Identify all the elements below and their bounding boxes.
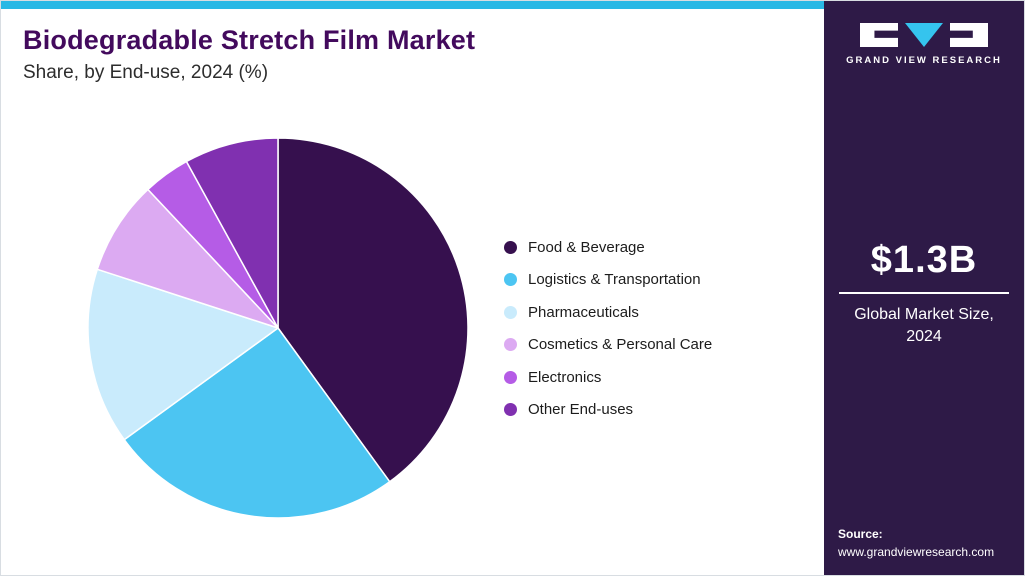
legend-label: Pharmaceuticals <box>528 303 639 321</box>
logo-text: GRAND VIEW RESEARCH <box>846 55 1002 66</box>
page-subtitle: Share, by End-use, 2024 (%) <box>23 62 269 83</box>
legend-label: Logistics & Transportation <box>528 271 701 289</box>
accent-bar <box>1 1 824 9</box>
legend-item-5: Other End-uses <box>504 394 712 427</box>
pie-slice-5 <box>185 137 279 329</box>
legend-label: Cosmetics & Personal Care <box>528 336 713 354</box>
logo-g-icon <box>860 23 898 47</box>
logo-r-icon <box>950 23 988 47</box>
grand-view-research-logo: GRAND VIEW RESEARCH <box>824 23 1024 66</box>
pie-slice-2 <box>87 268 279 441</box>
legend-dot <box>504 305 517 319</box>
market-size-label: Global Market Size, 2024 <box>854 306 994 345</box>
page-title: Biodegradable Stretch Film Market <box>23 25 476 55</box>
legend-dot <box>504 370 517 384</box>
chart-panel: Biodegradable Stretch Film Market Share,… <box>1 1 824 575</box>
pie-slice-3 <box>96 188 279 329</box>
market-size-value: $1.3B <box>870 239 978 281</box>
legend-item-3: Cosmetics & Personal Care <box>504 329 712 362</box>
source-block: Source: www.grandviewresearch.com <box>838 525 994 561</box>
pie-chart <box>87 137 469 519</box>
logo-glyphs <box>824 23 1024 47</box>
legend-dot <box>504 403 517 417</box>
legend: Food & Beverage Logistics & Transportatio… <box>504 231 712 426</box>
legend-item-4: Electronics <box>504 361 712 394</box>
legend-dot <box>504 273 517 287</box>
legend-item-1: Logistics & Transportation <box>504 264 712 297</box>
divider <box>839 292 1009 294</box>
pie-slice-1 <box>123 327 391 519</box>
source-url: www.grandviewresearch.com <box>838 545 995 559</box>
legend-item-0: Food & Beverage <box>504 231 712 264</box>
sidebar: GRAND VIEW RESEARCH $1.3B Global Market … <box>824 1 1024 575</box>
legend-dot <box>504 338 517 352</box>
legend-label: Food & Beverage <box>528 238 645 256</box>
market-size-block: $1.3B Global Market Size, 2024 <box>824 239 1024 347</box>
legend-label: Other End-uses <box>528 401 634 419</box>
logo-v-icon <box>905 23 943 47</box>
source-label: Source: <box>838 527 883 541</box>
legend-dot <box>504 240 517 254</box>
legend-item-2: Pharmaceuticals <box>504 296 712 329</box>
pie-slice-0 <box>277 137 469 483</box>
legend-label: Electronics <box>528 368 602 386</box>
